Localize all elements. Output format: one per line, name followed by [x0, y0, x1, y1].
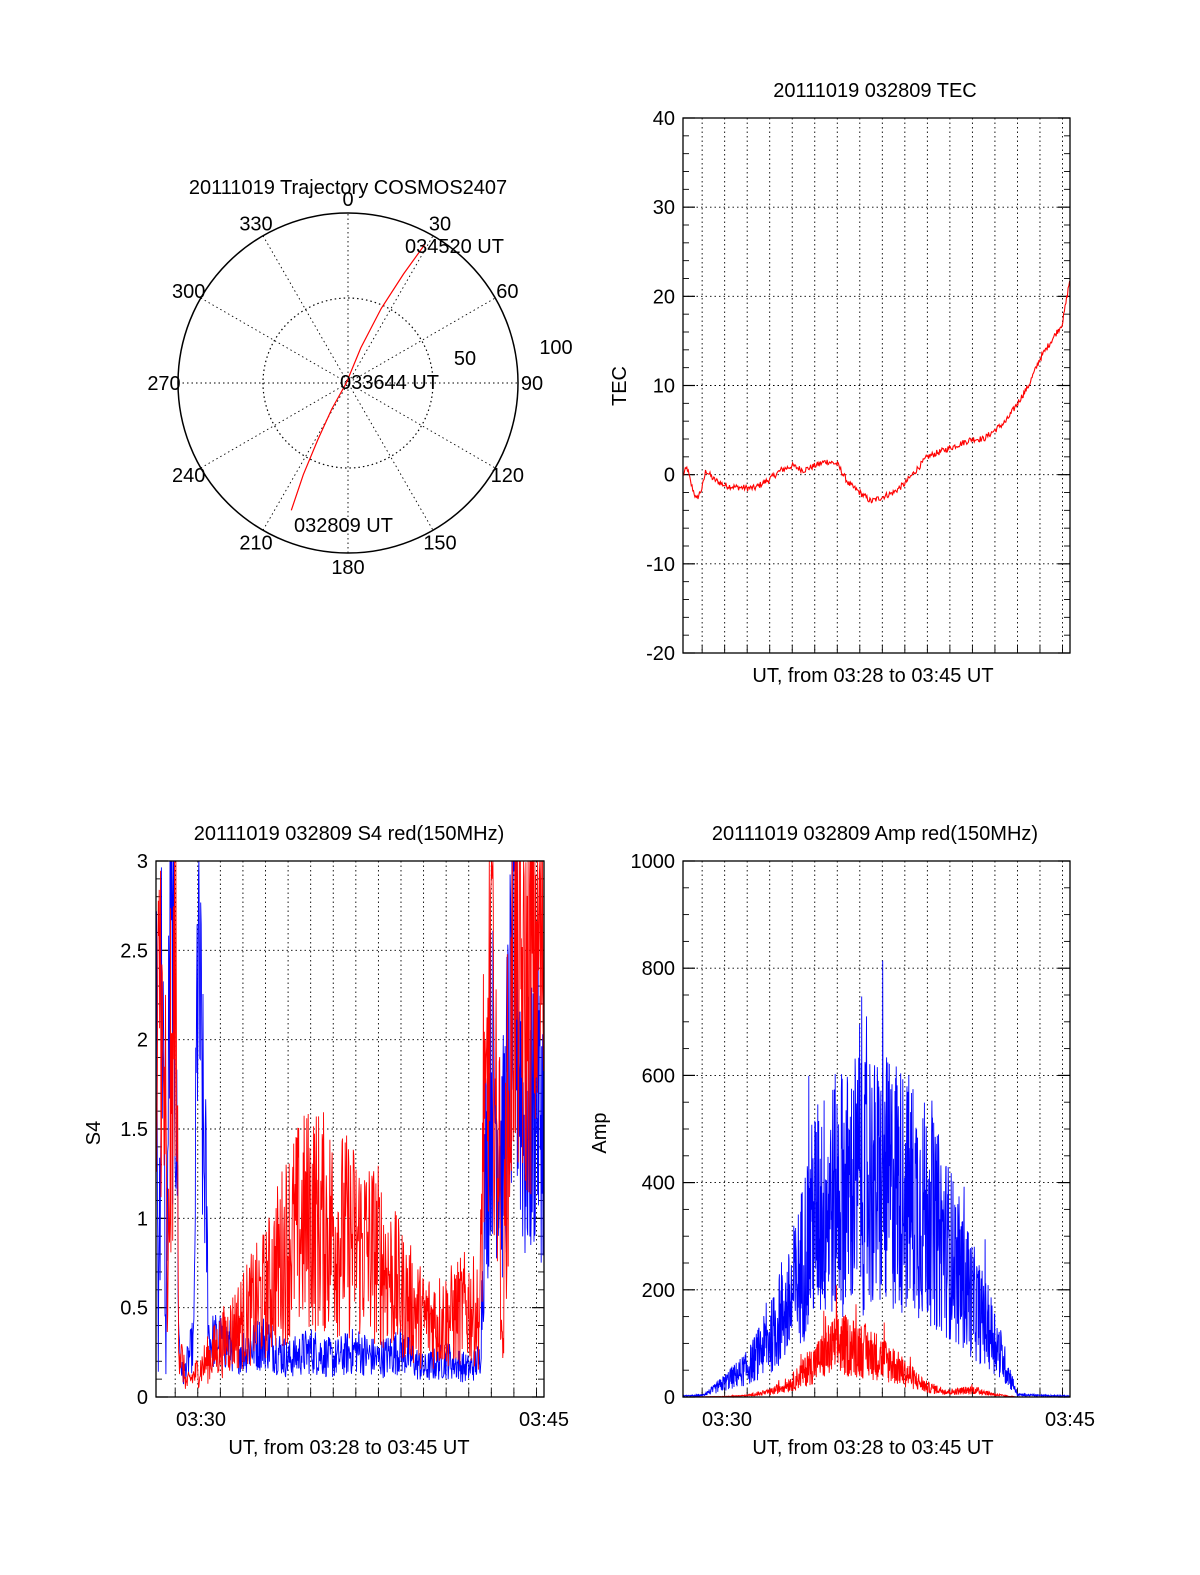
amp-x-tick-0345: 03:45 [1045, 1409, 1095, 1431]
tec-y-tick-label: -20 [646, 643, 675, 665]
amp-y-tick-label: 600 [642, 1065, 675, 1087]
s4-red-series-line [155, 860, 545, 1389]
s4-y-tick-label: 0 [137, 1387, 148, 1409]
amp-blue-series-line [682, 960, 1071, 1399]
tec-y-tick-label: 10 [653, 376, 675, 398]
annotation-start-time: 032809 UT [294, 515, 393, 537]
amp-x-axis-label: UT, from 03:28 to 03:45 UT [752, 1437, 993, 1459]
s4-y-tick-label: 2.5 [120, 940, 148, 962]
polar-angle-label-270: 270 [147, 373, 180, 395]
polar-title: 20111019 Trajectory COSMOS2407 [189, 177, 507, 199]
polar-angle-label-180: 180 [331, 557, 364, 579]
tec-y-tick-label: 30 [653, 197, 675, 219]
amp-y-axis-label: Amp [589, 1112, 611, 1153]
polar-angle-label-240: 240 [172, 465, 205, 487]
amp-red-series-line [683, 1285, 1070, 1399]
annotation-mid-time: 033644 UT [340, 372, 439, 394]
tec-title: 20111019 032809 TEC [773, 80, 977, 102]
polar-angle-label-150: 150 [423, 532, 456, 554]
s4-x-axis-label: UT, from 03:28 to 03:45 UT [228, 1437, 469, 1459]
s4-x-tick-0345: 03:45 [519, 1409, 569, 1431]
polar-angle-label-210: 210 [239, 532, 272, 554]
amp-y-tick-label: 200 [642, 1280, 675, 1302]
polar-angle-label-0: 0 [342, 189, 353, 211]
polar-angle-label-300: 300 [172, 281, 205, 303]
s4-plot-frame [155, 860, 545, 1398]
amp-panel: 20111019 032809 Amp red(150MHz) 0 200 400 6… [589, 823, 1095, 1459]
s4-title: 20111019 032809 S4 red(150MHz) [194, 823, 505, 845]
tec-y-tick-label: 0 [664, 465, 675, 487]
s4-y-tick-label: 0.5 [120, 1298, 148, 1320]
amp-y-tick-label: 400 [642, 1173, 675, 1195]
radius-label-50: 50 [454, 348, 476, 370]
amp-y-tick-label: 1000 [631, 851, 676, 873]
tec-y-axis-label: TEC [609, 366, 631, 406]
trajectory-line [290, 244, 426, 511]
s4-y-axis-label: S4 [83, 1121, 105, 1145]
amp-title: 20111019 032809 Amp red(150MHz) [712, 823, 1038, 845]
polar-angle-label-120: 120 [491, 465, 524, 487]
s4-y-tick-label: 3 [137, 851, 148, 873]
amp-x-tick-0330: 03:30 [702, 1409, 752, 1431]
polar-angle-label-30: 30 [429, 214, 451, 236]
amp-plot-frame [682, 860, 1071, 1398]
tec-y-tick-label: -10 [646, 554, 675, 576]
s4-y-tick-label: 1 [137, 1208, 148, 1230]
amp-y-tick-label: 0 [664, 1387, 675, 1409]
polar-angle-label-90: 90 [521, 373, 543, 395]
s4-y-tick-label: 1.5 [120, 1119, 148, 1141]
s4-x-tick-0330: 03:30 [176, 1409, 226, 1431]
polar-trajectory-panel: 20111019 Trajectory COSMOS2407 0 30 60 90 12… [147, 177, 572, 579]
tec-plot-frame [682, 117, 1071, 654]
radius-label-100: 100 [539, 337, 572, 359]
tec-panel: 20111019 032809 TEC -20 -10 0 10 20 30 40 UT, … [609, 80, 1071, 687]
tec-y-tick-label: 40 [653, 108, 675, 130]
tec-y-tick-label: 20 [653, 286, 675, 308]
polar-inner-circle [262, 297, 434, 469]
tec-series-line [682, 281, 1071, 504]
polar-angle-label-330: 330 [239, 214, 272, 236]
s4-panel: 20111019 032809 S4 red(150MHz) 0 0.5 1 1.5 2… [83, 823, 569, 1459]
s4-y-tick-label: 2 [137, 1030, 148, 1052]
tec-x-axis-label: UT, from 03:28 to 03:45 UT [752, 665, 993, 687]
polar-angle-label-60: 60 [496, 281, 518, 303]
annotation-end-time: 034520 UT [405, 236, 504, 258]
amp-y-tick-label: 800 [642, 958, 675, 980]
